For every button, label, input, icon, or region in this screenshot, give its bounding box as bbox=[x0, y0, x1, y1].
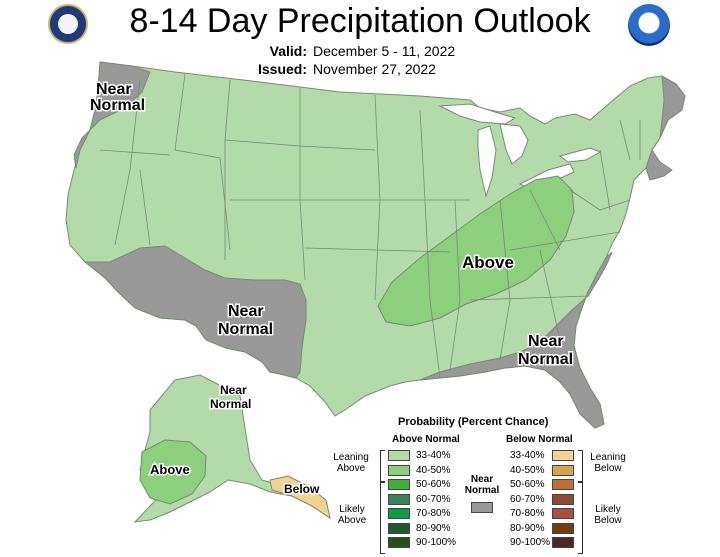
above-bin-row: 40-50% bbox=[388, 464, 458, 477]
leaning-above-word-2: Above bbox=[336, 463, 366, 474]
label-above-alaska: Above bbox=[150, 462, 190, 477]
below-bin-swatch bbox=[552, 479, 574, 490]
label-near-alaska-2: Normal bbox=[210, 397, 251, 411]
label-near-southeast-1: Near bbox=[528, 333, 564, 350]
issued-label: Issued: bbox=[257, 61, 307, 77]
label-near-alaska-1: Near bbox=[220, 383, 247, 397]
state-boundaries bbox=[99, 73, 641, 379]
above-bin-swatch bbox=[388, 450, 410, 461]
legend: Probability (Percent Chance) Above Norma… bbox=[330, 410, 650, 557]
legend-leaning-above: Leaning Above bbox=[330, 452, 372, 474]
label-near-southeast-2: Normal bbox=[518, 351, 573, 368]
above-bin-row: 80-90% bbox=[388, 522, 458, 535]
below-bin-row: 60-70% bbox=[510, 493, 580, 506]
label-near-northwest-2: Normal bbox=[90, 97, 145, 114]
page-title: 8-14 Day Precipitation Outlook bbox=[129, 2, 591, 40]
label-above-central: Above bbox=[462, 253, 514, 272]
valid-label: Valid: bbox=[269, 43, 307, 59]
near-normal-word-1: Near bbox=[470, 474, 494, 485]
legend-likely-above: Likely Above bbox=[334, 504, 370, 526]
above-bin-label: 90-100% bbox=[416, 537, 457, 548]
alaska-leaning-below-region bbox=[269, 475, 331, 520]
leaning-below-word-2: Below bbox=[594, 463, 622, 474]
below-bin-swatch bbox=[552, 464, 574, 476]
above-normal-central-region bbox=[377, 175, 575, 327]
label-below-alaska: Below bbox=[284, 482, 320, 496]
below-bin-label: 50-60% bbox=[510, 479, 545, 490]
label-near-southwest-1: Near bbox=[228, 303, 264, 320]
above-bin-swatch bbox=[388, 508, 410, 519]
noaa-logo-icon bbox=[628, 4, 670, 46]
above-bin-row: 50-60% bbox=[388, 479, 458, 491]
below-bin-row: 80-90% bbox=[510, 522, 580, 535]
above-bin-label: 33-40% bbox=[416, 450, 451, 461]
above-bin-label: 70-80% bbox=[416, 508, 451, 519]
above-bin-swatch bbox=[388, 479, 410, 490]
below-bin-row: 33-40% bbox=[510, 450, 580, 462]
conus-outline bbox=[65, 61, 686, 429]
near-normal-northwest-region bbox=[73, 61, 151, 169]
below-bin-row: 90-100% bbox=[510, 537, 580, 549]
valid-value: December 5 - 11, 2022 bbox=[313, 43, 456, 59]
legend-title: Probability (Percent Chance) bbox=[398, 416, 549, 428]
below-bin-row: 70-80% bbox=[510, 508, 580, 520]
likely-above-word-1: Likely bbox=[339, 504, 365, 515]
near-normal-southeast-region bbox=[419, 251, 613, 429]
below-bin-label: 33-40% bbox=[510, 450, 545, 461]
alaska-above-region bbox=[139, 439, 207, 505]
legend-leaning-below: Leaning Below bbox=[586, 452, 630, 474]
below-bin-swatch bbox=[552, 493, 574, 505]
below-bin-label: 70-80% bbox=[510, 508, 545, 519]
label-near-northwest-1: Near bbox=[96, 81, 132, 98]
likely-below-word-2: Below bbox=[594, 515, 622, 526]
above-bin-row: 33-40% bbox=[388, 450, 458, 462]
below-bin-swatch bbox=[552, 522, 574, 534]
below-bin-label: 80-90% bbox=[510, 522, 545, 534]
issued-value: November 27, 2022 bbox=[313, 61, 436, 77]
above-bin-label: 40-50% bbox=[416, 464, 451, 476]
above-bin-swatch bbox=[388, 464, 410, 476]
legend-bracket-below-leaning bbox=[578, 450, 583, 482]
above-bin-row: 70-80% bbox=[388, 508, 458, 520]
below-bin-label: 60-70% bbox=[510, 493, 545, 505]
great-lakes bbox=[438, 103, 602, 198]
legend-bracket-below-likely bbox=[578, 482, 583, 554]
above-bin-swatch bbox=[388, 493, 410, 505]
above-bin-swatch bbox=[388, 537, 410, 548]
likely-below-word-1: Likely bbox=[595, 504, 621, 515]
above-bin-label: 60-70% bbox=[416, 493, 451, 505]
below-bin-row: 40-50% bbox=[510, 464, 580, 477]
below-bin-swatch bbox=[552, 508, 574, 519]
doc-seal-icon bbox=[48, 4, 88, 44]
leaning-above-word-1: Leaning bbox=[333, 452, 369, 463]
below-bin-row: 50-60% bbox=[510, 479, 580, 491]
above-bin-label: 50-60% bbox=[416, 479, 451, 490]
label-near-southwest-2: Normal bbox=[218, 321, 273, 338]
below-bin-swatch bbox=[552, 537, 574, 548]
below-bin-label: 40-50% bbox=[510, 464, 545, 476]
below-bin-swatch bbox=[552, 450, 574, 461]
above-bin-swatch bbox=[388, 522, 410, 534]
legend-near-normal-label: Near Normal bbox=[464, 474, 500, 496]
near-normal-southwest-region bbox=[83, 245, 307, 379]
near-normal-word-2: Normal bbox=[464, 485, 500, 496]
issued-line: Issued: November 27, 2022 bbox=[255, 61, 436, 77]
valid-line: Valid: December 5 - 11, 2022 bbox=[255, 43, 456, 59]
legend-below-header: Below Normal bbox=[506, 434, 573, 445]
near-normal-northeast-region bbox=[645, 75, 686, 181]
above-bin-row: 60-70% bbox=[388, 493, 458, 506]
above-bin-row: 90-100% bbox=[388, 537, 458, 549]
legend-above-header: Above Normal bbox=[392, 434, 460, 445]
legend-near-normal-swatch bbox=[471, 502, 493, 513]
legend-likely-below: Likely Below bbox=[588, 504, 628, 526]
leaning-below-word-1: Leaning bbox=[590, 452, 626, 463]
above-bin-label: 80-90% bbox=[416, 522, 451, 534]
below-bin-label: 90-100% bbox=[510, 537, 551, 548]
likely-above-word-2: Above bbox=[337, 515, 367, 526]
legend-bracket-above-likely bbox=[380, 482, 385, 554]
legend-bracket-above-leaning bbox=[380, 450, 385, 482]
